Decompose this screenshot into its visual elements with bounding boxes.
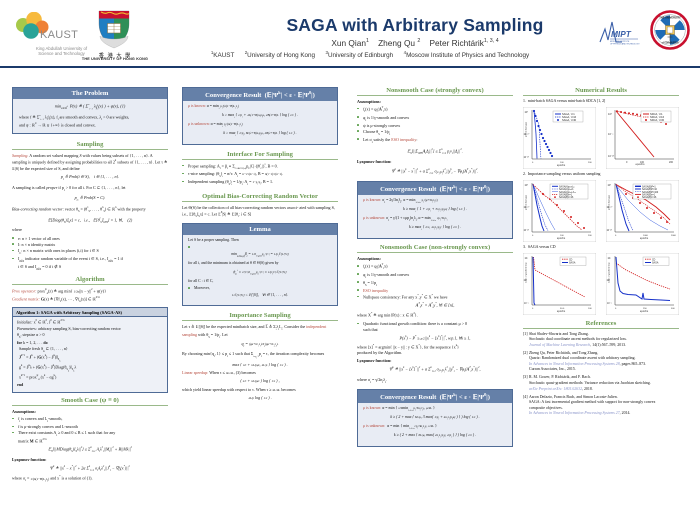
- svg-text:SAGA(B)τ=16: SAGA(B)τ=16: [642, 196, 657, 199]
- svg-text:SAGA(B)τ=1: SAGA(B)τ=1: [559, 193, 573, 196]
- svg-text:10⁻²⁰: 10⁻²⁰: [524, 229, 530, 232]
- svg-text:10⁰: 10⁰: [525, 111, 529, 114]
- svg-text:primal dual gap: primal dual gap: [524, 194, 527, 210]
- svg-text:SAGA: SAGA: [569, 261, 576, 264]
- svg-text:CD: CD: [652, 259, 656, 261]
- svg-text:THE UNIVERSITY: THE UNIVERSITY: [659, 16, 681, 20]
- svg-text:10⁰: 10⁰: [608, 184, 612, 187]
- svg-text:MIPT: MIPT: [611, 29, 632, 39]
- svg-text:200: 200: [669, 161, 674, 164]
- svg-text:SAGA(A)pₐ∝1: SAGA(A)pₐ∝1: [559, 188, 574, 191]
- svg-text:SAGA(A)pₐ∝Lₐ: SAGA(A)pₐ∝Lₐ: [559, 185, 574, 188]
- svg-text:10⁻²⁰: 10⁻²⁰: [607, 229, 613, 232]
- svg-text:SAGA(B)τ=1: SAGA(B)τ=1: [642, 193, 656, 196]
- svg-text:10⁻⁶: 10⁻⁶: [608, 132, 613, 136]
- svg-text:10⁻²⁰: 10⁻²⁰: [524, 156, 530, 159]
- svg-text:SAGA(A)pₐ∝√Lₐ: SAGA(A)pₐ∝√Lₐ: [559, 191, 576, 194]
- svg-text:SDCA, τ=30: SDCA, τ=30: [650, 118, 665, 122]
- svg-text:OF PHYSICS AND TECHNOLOGY: OF PHYSICS AND TECHNOLOGY: [610, 42, 640, 45]
- svg-text:norm of gradient step: norm of gradient step: [524, 261, 527, 282]
- svg-text:primal dual gap: primal dual gap: [607, 194, 610, 210]
- svg-text:of EDINBURGH: of EDINBURGH: [662, 43, 679, 45]
- svg-text:100: 100: [640, 161, 645, 164]
- svg-text:SAGA: SAGA: [652, 261, 659, 264]
- svg-text:primal dual gap: primal dual gap: [524, 121, 527, 137]
- svg-text:norm of gradient step: norm of gradient step: [607, 261, 610, 282]
- svg-text:2000: 2000: [671, 235, 677, 237]
- svg-text:SAGA(B)P=1: SAGA(B)P=1: [642, 185, 656, 188]
- svg-text:10⁻²⁰: 10⁻²⁰: [608, 154, 615, 158]
- svg-text:SAGA(B)P=100: SAGA(B)P=100: [642, 191, 659, 194]
- svg-text:CD: CD: [569, 259, 573, 261]
- svg-text:SAGA(B)τ=16: SAGA(B)τ=16: [559, 196, 574, 199]
- svg-text:1000: 1000: [643, 235, 649, 237]
- svg-text:10⁰: 10⁰: [525, 184, 529, 187]
- svg-text:SAGA, τ=30: SAGA, τ=30: [562, 118, 577, 122]
- svg-text:SAGA(B)P=10: SAGA(B)P=10: [642, 188, 658, 191]
